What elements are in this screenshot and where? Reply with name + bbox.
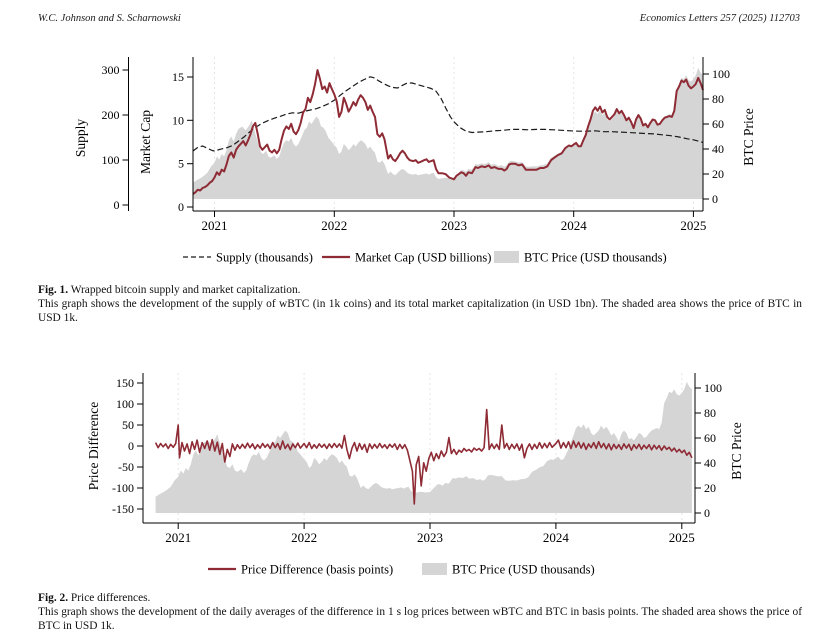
btc-tick-label: 100	[712, 67, 730, 81]
x-tick-label: 2021	[165, 530, 191, 545]
figure2-caption: Fig. 2. Price differences. This graph sh…	[38, 591, 802, 633]
x-tick-label: 2025	[669, 530, 695, 545]
fig1-market-cap-axis-title: Market Cap	[138, 110, 153, 174]
x-tick-label: 2024	[561, 218, 588, 233]
legend-swatch	[494, 251, 519, 263]
fig1-market_cap-line	[192, 69, 704, 195]
legend-label: BTC Price (USD thousands)	[524, 251, 667, 265]
figure1-title: Wrapped bitcoin supply and market capita…	[70, 284, 301, 296]
btc-tick-label: 40	[712, 142, 724, 156]
figure2-chart: Price Difference BTC Price 2021 2022 2023 2…	[86, 373, 744, 577]
market_cap-tick-label: 0	[178, 200, 184, 214]
price_difference-tick-label: -150	[112, 502, 134, 516]
price_difference-tick-label: 50	[122, 418, 134, 432]
fig1-btc-price-axis-title: BTC Price	[741, 108, 756, 165]
figure1-caption: Fig. 1. Wrapped bitcoin supply and marke…	[38, 283, 802, 325]
x-tick-label: 2021	[202, 218, 228, 233]
legend-label: Supply (thousands)	[216, 251, 313, 265]
btc-tick-label: 60	[712, 117, 724, 131]
figure2-label: Fig. 2.	[38, 592, 69, 604]
fig1-supply-line	[192, 76, 704, 152]
x-tick-label: 2023	[417, 530, 443, 545]
x-tick-label: 2022	[321, 218, 347, 233]
figure2-description: This graph shows the development of the …	[38, 606, 802, 632]
running-head-authors: W.C. Johnson and S. Scharnowski	[38, 13, 181, 24]
fig1-supply-axis-title: Supply	[73, 119, 88, 158]
market_cap-tick-label: 10	[172, 113, 184, 127]
btc-tick-label: 20	[712, 167, 724, 181]
btc-tick-label: 40	[704, 456, 716, 470]
price_difference-tick-label: -100	[112, 481, 134, 495]
figure1-label: Fig. 1.	[38, 284, 69, 296]
x-tick-label: 2025	[680, 218, 706, 233]
fig2-price-difference-axis-title: Price Difference	[86, 402, 101, 491]
x-tick-label: 2023	[441, 218, 467, 233]
btc-tick-label: 60	[704, 431, 716, 445]
supply-tick-label: 100	[102, 153, 120, 167]
figure2-title: Price differences.	[70, 592, 151, 604]
x-tick-label: 2024	[543, 530, 570, 545]
fig2-plot-area: 2021 2022 2023 2024 2025 -150 -100 -50 0 50 100 150…	[112, 373, 722, 577]
legend-label: BTC Price (USD thousands)	[452, 563, 595, 577]
fig2-btc-price-area	[155, 381, 692, 513]
figure1-chart: Supply Market Cap BTC Price 2021 2022 2023…	[73, 57, 756, 265]
fig1-btc-price-area	[193, 67, 703, 199]
figure1-caption-title: Fig. 1. Wrapped bitcoin supply and marke…	[38, 283, 802, 297]
btc-tick-label: 80	[704, 406, 716, 420]
supply-tick-label: 0	[114, 198, 120, 212]
supply-tick-label: 300	[102, 63, 120, 77]
market_cap-tick-label: 5	[178, 157, 184, 171]
legend-swatch	[422, 563, 447, 575]
price_difference-tick-label: -50	[118, 460, 134, 474]
price_difference-tick-label: 100	[116, 397, 134, 411]
figure1-description: This graph shows the development of the …	[38, 298, 802, 324]
btc-tick-label: 0	[712, 192, 718, 206]
running-head-journal: Economics Letters 257 (2025) 112703	[639, 13, 800, 24]
fig2-btc-price-axis-title: BTC Price	[729, 422, 744, 479]
figure2-caption-title: Fig. 2. Price differences.	[38, 591, 802, 605]
supply-tick-label: 200	[102, 108, 120, 122]
legend-label: Price Difference (basis points)	[241, 563, 393, 577]
btc-tick-label: 100	[704, 381, 722, 395]
btc-tick-label: 20	[704, 481, 716, 495]
fig2-price_difference-line	[154, 408, 693, 505]
btc-tick-label: 0	[704, 506, 710, 520]
market_cap-tick-label: 15	[172, 70, 184, 84]
legend-label: Market Cap (USD billions)	[355, 251, 491, 265]
x-tick-label: 2022	[291, 530, 317, 545]
fig1-plot-area: 2021 2022 2023 2024 2025 0 100 200 300 0 5 10 15 0 20 4…	[102, 57, 730, 265]
btc-tick-label: 80	[712, 92, 724, 106]
price_difference-tick-label: 150	[116, 376, 134, 390]
price_difference-tick-label: 0	[128, 439, 134, 453]
